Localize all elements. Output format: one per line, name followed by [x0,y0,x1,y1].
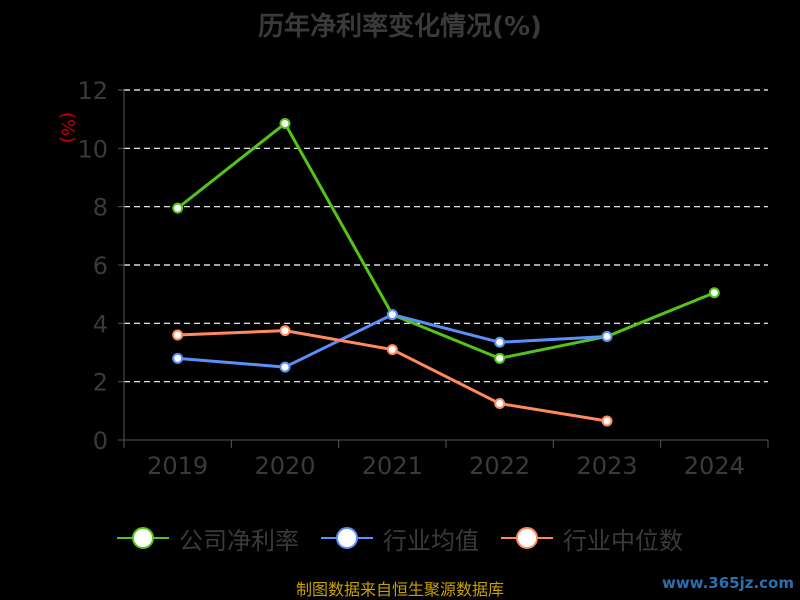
x-tick-label: 2024 [684,452,745,480]
data-point [386,309,398,321]
x-tick-label: 2019 [147,452,208,480]
legend-label-industry-mean: 行业均值 [383,526,479,555]
x-tick-label: 2021 [362,452,423,480]
data-source-note: 制图数据来自恒生聚源数据库 [295,580,504,599]
chart-title: 历年净利率变化情况(%) [258,12,542,42]
y-tick-label: 4 [93,310,108,338]
y-tick-label: 2 [93,369,108,397]
series-line-1 [177,313,608,369]
legend-item-industry-median[interactable]: 行业中位数 [501,521,683,556]
data-point [601,415,613,427]
x-tick-label: 2022 [469,452,530,480]
legend-label-company: 公司净利率 [179,526,299,555]
data-point [279,361,291,373]
data-point [172,352,184,364]
data-point [494,352,506,364]
legend: 公司净利率 行业均值 行业中位数 [0,518,800,558]
legend-swatch-industry-median-icon [501,527,553,549]
data-point [494,336,506,348]
x-tick-label: 2020 [254,452,315,480]
watermark-logo: www.365jz.com [661,574,794,592]
legend-swatch-industry-mean-icon [321,527,373,549]
y-tick-label: 8 [93,194,108,222]
data-point [386,344,398,356]
y-tick-label: 0 [93,427,108,455]
y-tick-label: 6 [93,252,108,280]
data-point [279,118,291,130]
data-point [172,329,184,341]
legend-label-industry-median: 行业中位数 [563,526,683,555]
data-point [279,325,291,337]
data-point [494,398,506,410]
legend-swatch-company-icon [117,527,169,549]
series-line-0 [176,122,715,360]
legend-item-industry-mean[interactable]: 行业均值 [321,521,479,556]
data-point [601,330,613,342]
data-point [172,202,184,214]
x-tick-label: 2023 [576,452,637,480]
y-tick-label: 12 [77,77,108,105]
data-point [708,287,720,299]
legend-item-company[interactable]: 公司净利率 [117,521,299,556]
y-tick-label: 10 [77,135,108,163]
